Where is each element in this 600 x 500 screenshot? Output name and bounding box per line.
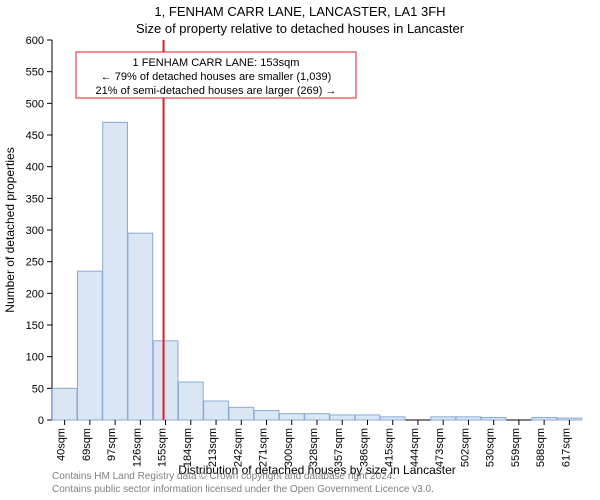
chart-container: 1, FENHAM CARR LANE, LANCASTER, LA1 3FH … — [0, 0, 600, 500]
x-tick-label: 328sqm — [308, 428, 320, 467]
svg-text:150: 150 — [26, 320, 44, 332]
x-tick-label: 444sqm — [409, 428, 421, 467]
histogram-bar — [254, 411, 279, 421]
x-tick-label: 271sqm — [258, 428, 270, 467]
annotation-line: 1 FENHAM CARR LANE: 153sqm — [133, 57, 300, 69]
x-tick-label: 530sqm — [485, 428, 497, 467]
x-tick-label: 126sqm — [131, 428, 143, 467]
x-tick-label: 242sqm — [232, 428, 244, 467]
credits-line-1: Contains HM Land Registry data © Crown c… — [52, 471, 434, 484]
histogram-bar — [380, 417, 405, 420]
x-tick-label: 357sqm — [333, 428, 345, 467]
x-tick-label: 155sqm — [157, 428, 169, 467]
x-tick-label: 69sqm — [81, 428, 93, 461]
histogram-bar — [456, 417, 481, 420]
annotation-line: ← 79% of detached houses are smaller (1,… — [101, 71, 332, 83]
x-tick-label: 184sqm — [182, 428, 194, 467]
x-tick-label: 213sqm — [207, 428, 219, 467]
x-tick-label: 617sqm — [560, 428, 572, 467]
histogram-bar — [330, 415, 355, 420]
svg-text:600: 600 — [26, 35, 44, 47]
histogram-bar — [481, 417, 506, 420]
svg-text:300: 300 — [26, 225, 44, 237]
histogram-bar — [128, 233, 153, 420]
histogram-bar — [204, 401, 229, 420]
x-tick-label: 97sqm — [106, 428, 118, 461]
histogram-bar — [77, 271, 102, 420]
histogram-bar — [103, 122, 128, 420]
histogram-bar — [557, 418, 582, 420]
histogram-bar — [355, 415, 380, 420]
svg-text:0: 0 — [38, 415, 44, 427]
x-tick-label: 415sqm — [384, 428, 396, 467]
histogram-bar — [178, 382, 203, 420]
x-tick-label: 559sqm — [510, 428, 522, 467]
svg-text:50: 50 — [32, 383, 44, 395]
histogram-bar — [52, 388, 77, 420]
svg-text:500: 500 — [26, 98, 44, 110]
histogram-bar — [532, 417, 557, 420]
x-tick-label: 588sqm — [535, 428, 547, 467]
chart-credits: Contains HM Land Registry data © Crown c… — [52, 471, 434, 496]
histogram-bar — [279, 414, 304, 420]
x-tick-label: 473sqm — [434, 428, 446, 467]
histogram-bar — [153, 341, 178, 420]
histogram-chart: 0 50 100 150 200 250 300 350 400 450 500 550 600 40sq… — [0, 0, 600, 500]
annotation-line: 21% of semi-detached houses are larger (… — [96, 85, 337, 97]
x-tick-label: 300sqm — [283, 428, 295, 467]
svg-text:450: 450 — [26, 130, 44, 142]
y-axis-label: Number of detached properties — [3, 147, 17, 312]
x-tick-label: 502sqm — [459, 428, 471, 467]
svg-text:400: 400 — [26, 162, 44, 174]
svg-text:100: 100 — [26, 352, 44, 364]
x-tick-label: 40sqm — [56, 428, 68, 461]
svg-text:200: 200 — [26, 288, 44, 300]
svg-text:250: 250 — [26, 257, 44, 269]
histogram-bar — [229, 407, 254, 420]
histogram-bar — [305, 414, 330, 420]
svg-text:550: 550 — [26, 67, 44, 79]
x-tick-label: 386sqm — [358, 428, 370, 467]
svg-text:350: 350 — [26, 193, 44, 205]
credits-line-2: Contains public sector information licen… — [52, 484, 434, 497]
histogram-bar — [431, 417, 456, 420]
